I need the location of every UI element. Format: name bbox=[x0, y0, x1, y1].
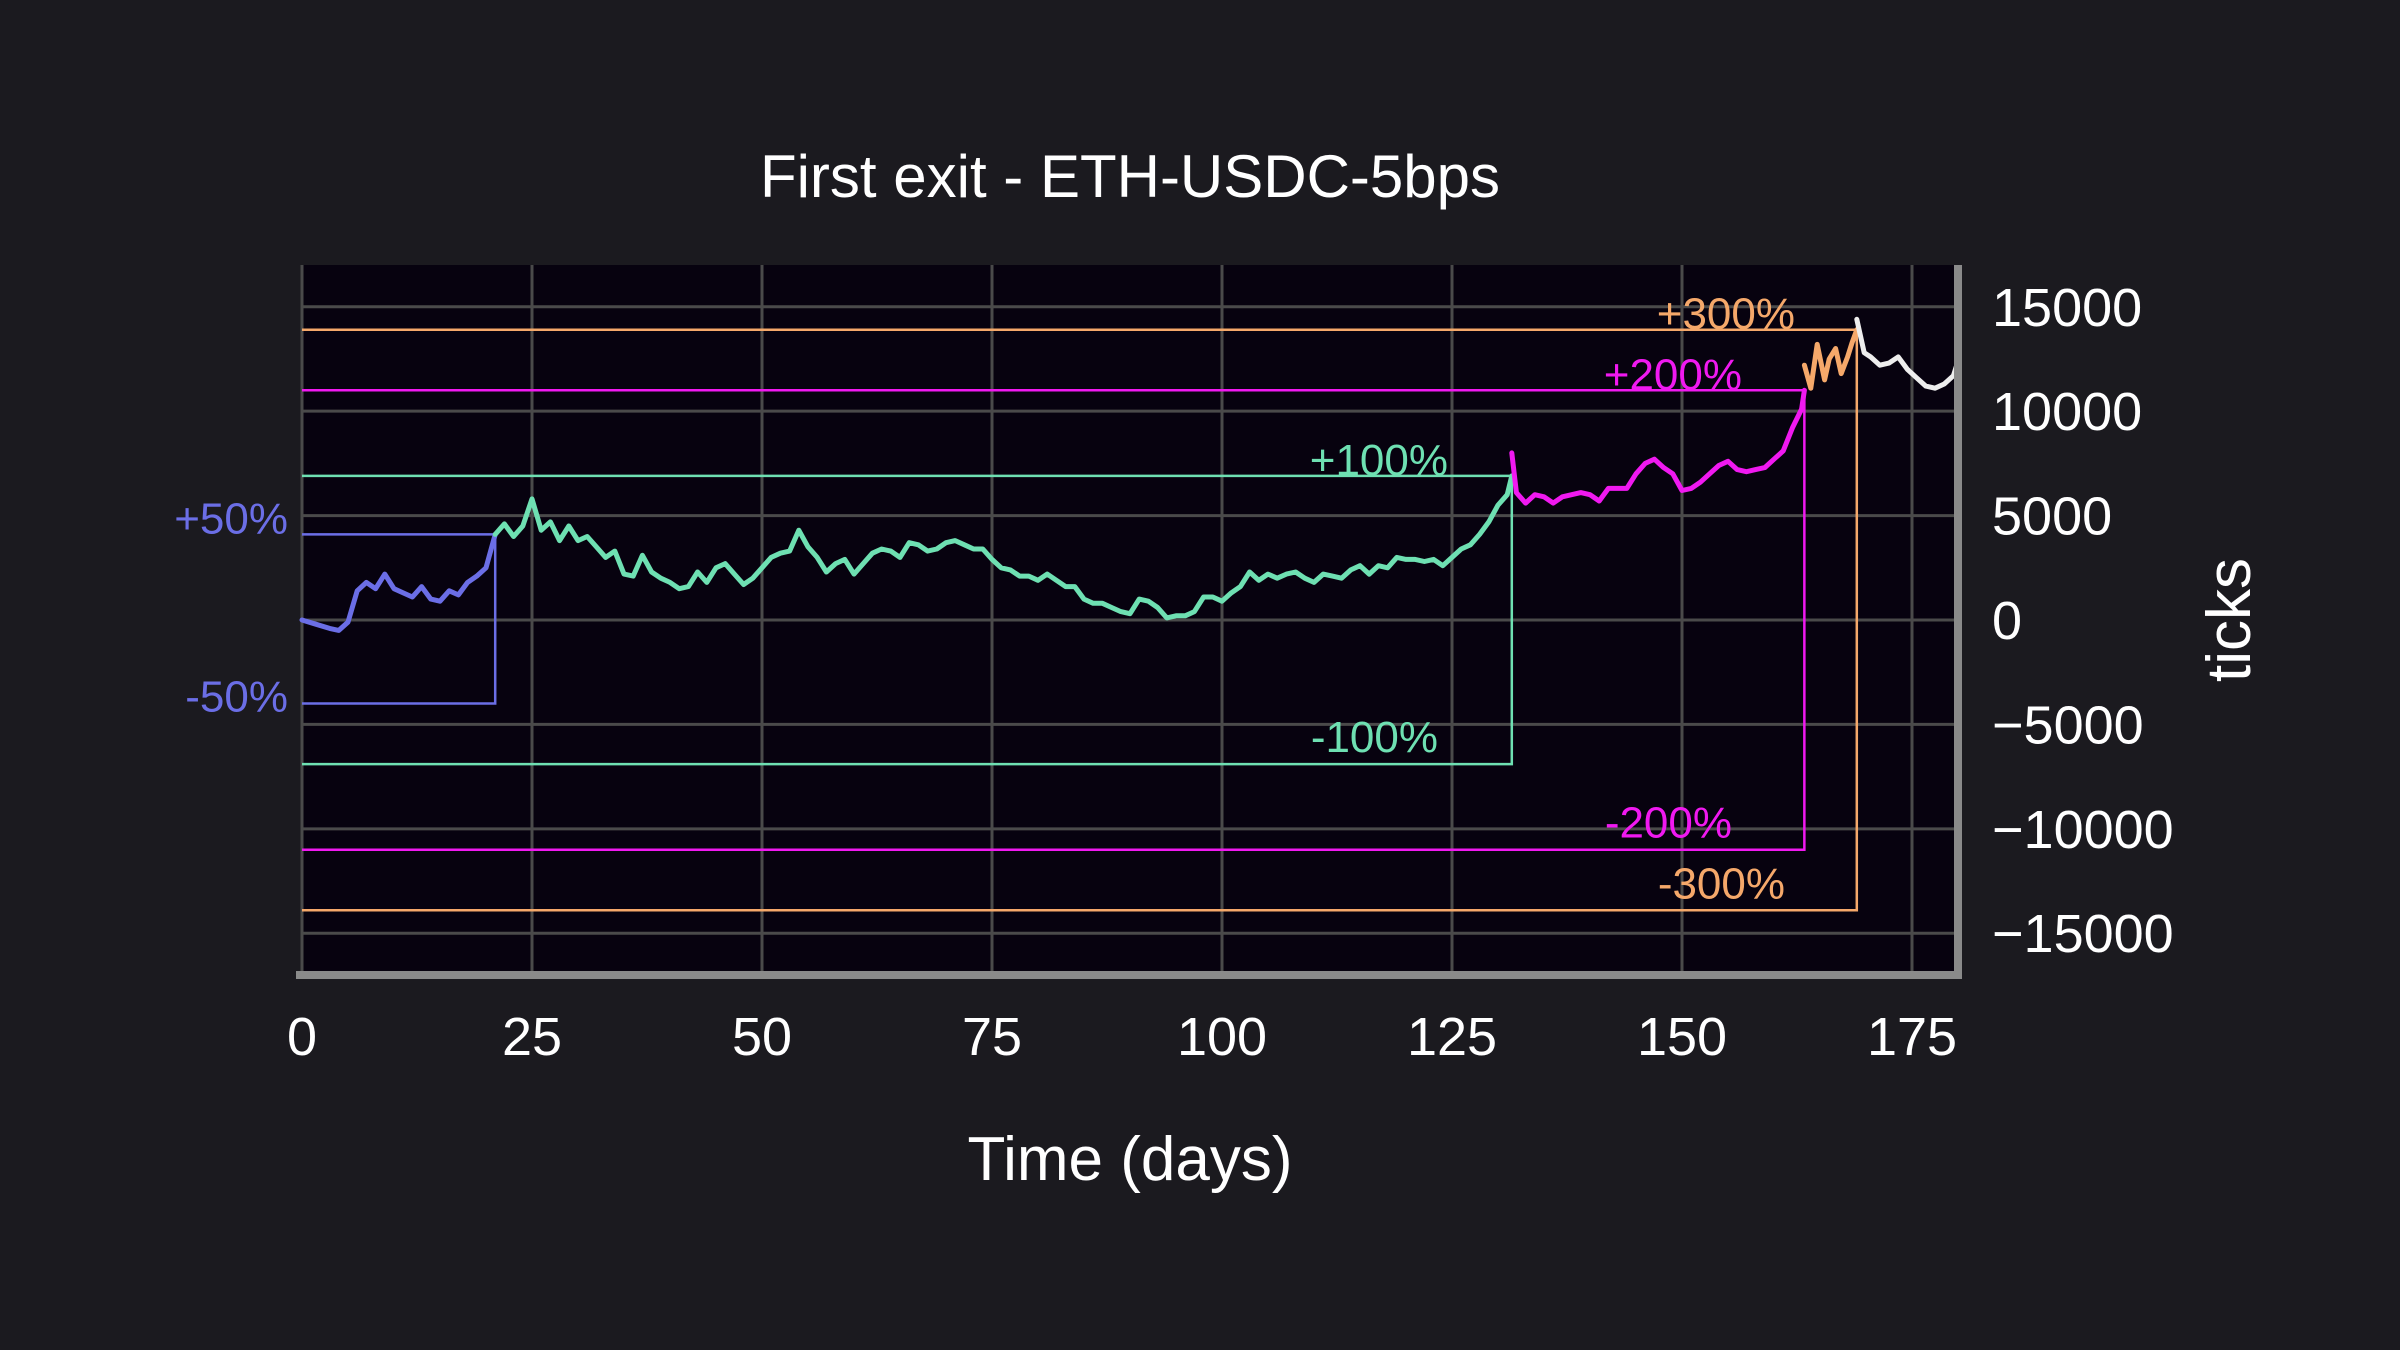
x-tick-label: 25 bbox=[502, 1007, 562, 1067]
x-tick-label: 0 bbox=[287, 1007, 317, 1067]
band-upper-label: +100% bbox=[1310, 436, 1448, 485]
series-lines bbox=[299, 316, 1961, 633]
series-line bbox=[299, 531, 498, 633]
band-labels: +50% -50% +100% -100% +200% -200% +300% -300% bbox=[174, 290, 1795, 909]
axes bbox=[296, 265, 1962, 979]
band-boundary bbox=[302, 533, 497, 705]
x-tick-label: 75 bbox=[962, 1007, 1022, 1067]
tick-labels: 0 25 50 75 100 125 150 175 15000 10000 5000 0 −5000 −… bbox=[287, 278, 2174, 1067]
x-tick-label: 125 bbox=[1407, 1007, 1497, 1067]
y-tick-label: 10000 bbox=[1992, 382, 2142, 442]
band-lower-label: -200% bbox=[1605, 799, 1732, 848]
x-tick-label: 100 bbox=[1177, 1007, 1267, 1067]
y-tick-label: −10000 bbox=[1992, 800, 2174, 860]
y-tick-label: −15000 bbox=[1992, 904, 2174, 964]
y-tick-label: 0 bbox=[1992, 591, 2022, 651]
band-boundary bbox=[302, 474, 1514, 766]
band-upper-label: +200% bbox=[1604, 350, 1742, 399]
x-axis-label: Time (days) bbox=[968, 1125, 1293, 1194]
series-line bbox=[492, 473, 1515, 621]
band-lines bbox=[302, 328, 1859, 912]
y-axis-label: ticks bbox=[2195, 558, 2264, 682]
series-line bbox=[1509, 387, 1807, 506]
band-lower-label: -100% bbox=[1311, 713, 1438, 762]
band-lower-label: -300% bbox=[1658, 859, 1785, 908]
y-tick-label: 15000 bbox=[1992, 278, 2142, 338]
series-line bbox=[1801, 327, 1860, 391]
x-tick-label: 175 bbox=[1867, 1007, 1957, 1067]
x-tick-label: 150 bbox=[1637, 1007, 1727, 1067]
x-tick-label: 50 bbox=[732, 1007, 792, 1067]
grid bbox=[300, 265, 1958, 975]
band-boundary bbox=[302, 389, 1806, 851]
series-line bbox=[1854, 316, 1961, 391]
y-tick-label: −5000 bbox=[1992, 695, 2144, 755]
chart-title: First exit - ETH-USDC-5bps bbox=[760, 143, 1500, 210]
band-lower-label: -50% bbox=[185, 673, 288, 722]
y-tick-label: 5000 bbox=[1992, 487, 2112, 547]
band-upper-label: +300% bbox=[1657, 290, 1795, 339]
band-upper-label: +50% bbox=[174, 494, 288, 543]
band-boundary bbox=[302, 328, 1859, 912]
